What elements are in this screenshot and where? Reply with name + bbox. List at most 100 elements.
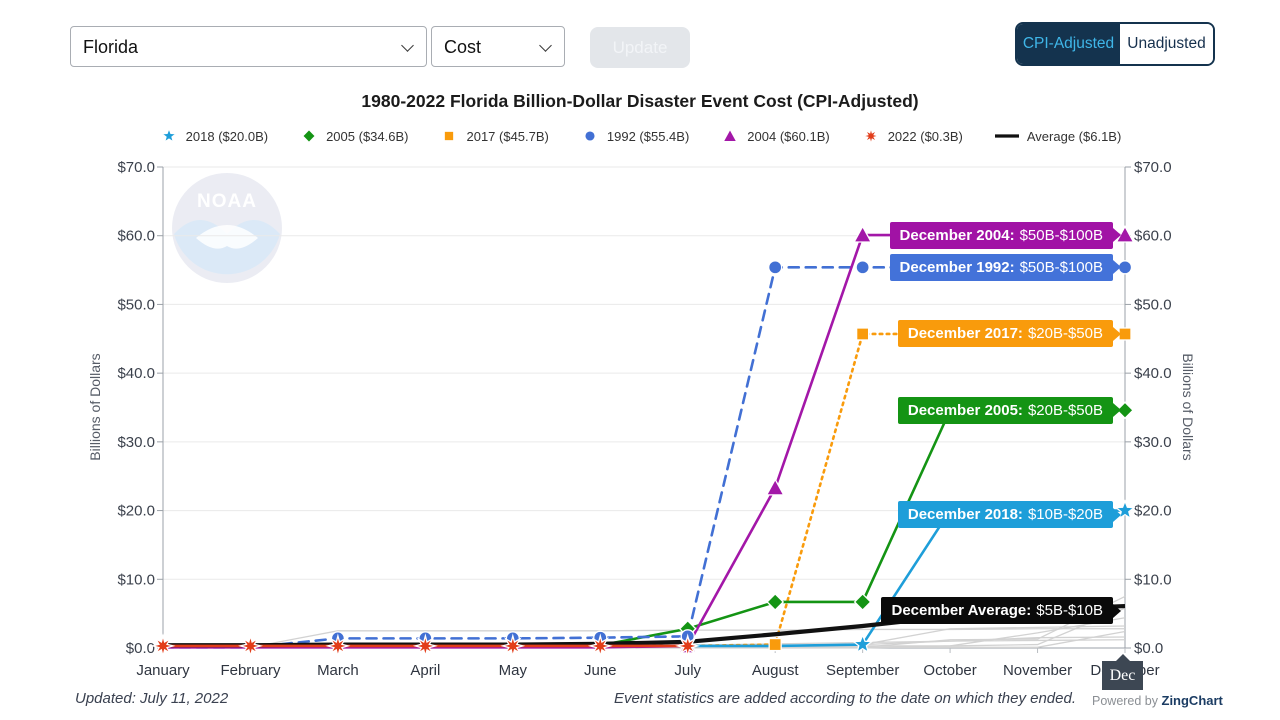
x-tick-label: September [826,662,899,679]
series-marker-2018 [1114,499,1136,520]
series-marker-2004 [765,478,785,496]
y-axis-title-left: Billions of Dollars [87,353,103,460]
series-line-2005 [163,408,1125,648]
series-marker-2005 [766,593,785,611]
series-line-2004 [163,233,1125,649]
y-tick-label-left: $70.0 [117,159,155,176]
series-marker-1992 [768,260,783,275]
y-tick-label-left: $0.0 [126,640,155,657]
legend-item-2005[interactable]: 2005 ($34.6B) [299,127,408,145]
y-tick-label-right: $40.0 [1134,365,1172,382]
y-grid: $0.0 $0.0 $10.0 $10.0 $20.0 $20.0 $30.0 $30.0 $4… [117,159,1171,657]
state-select[interactable]: Florida [70,26,427,67]
legend-item-2017[interactable]: 2017 ($45.7B) [439,127,549,145]
legend-item-2022[interactable]: 2022 ($0.3B) [860,127,963,145]
y-tick-label-left: $10.0 [117,571,155,588]
y-tick-label-left: $60.0 [117,228,155,245]
y-tick-label-right: $50.0 [1134,296,1172,313]
y-tick-label-right: $60.0 [1134,228,1172,245]
series-marker-2022 [675,633,701,659]
legend-label-2017: 2017 ($45.7B) [466,128,549,144]
legend-label-2022: 2022 ($0.3B) [887,128,963,144]
series-marker-1992 [855,260,870,275]
legend-marker-2004-icon [722,127,739,143]
y-tick-label-right: $20.0 [1134,503,1172,520]
y-tick-label-left: $20.0 [117,503,155,520]
legend-marker-Average-icon [994,134,1019,138]
series-marker-2017 [768,637,782,652]
legend-glyph-2017 [444,130,455,142]
series-line-1992 [161,266,1127,649]
toggle-unadjusted[interactable]: Unadjusted [1120,24,1213,64]
metric-select-wrap: Cost [431,26,565,67]
legend-label-1992: 1992 ($55.4B) [606,128,690,144]
zingchart-brand[interactable]: ZingChart [1161,693,1223,708]
x-tick-label: May [499,662,528,679]
x-tick-label: March [317,662,359,679]
legend-glyph-2022 [860,127,881,145]
y-tick-label-right: $30.0 [1134,434,1172,451]
legend-label-2004: 2004 ($60.1B) [747,128,830,144]
y-tick-label-right: $10.0 [1134,571,1172,588]
noaa-watermark-logo: NOAA [172,173,282,283]
legend-label-Average: Average ($6.1B) [1026,128,1122,144]
chart-legend: 2018 ($20.0B) 2005 ($34.6B) 2017 ($45.7B) 1… [0,127,1280,145]
legend-marker-2022-icon [860,127,881,145]
legend-glyph-2005 [301,128,317,144]
powered-by-prefix: Powered by [1092,694,1159,708]
legend-item-2004[interactable]: 2004 ($60.1B) [720,127,830,145]
legend-glyph-2018 [159,127,178,144]
legend-marker-2018-icon [159,127,178,144]
legend-marker-1992-icon [584,130,596,142]
series-marker-2005 [853,593,872,611]
legend-marker-2017-icon [444,130,455,142]
adjustment-toggle: CPI-Adjusted Unadjusted [1015,22,1215,66]
series-marker-2022 [150,633,176,659]
x-tick-label: June [584,662,617,679]
state-select-wrap: Florida [70,26,427,67]
x-tick-label: February [220,662,281,679]
legend-item-1992[interactable]: 1992 ($55.4B) [580,127,689,145]
series-marker-2022 [238,633,263,659]
event-statistics-note: Event statistics are added according to … [614,690,1076,707]
legend-label-2005: 2005 ($34.6B) [326,128,409,144]
axes: January February March April May June July Augu… [136,167,1160,679]
y-axis-title-right: Billions of Dollars [1180,353,1196,460]
legend-marker-2005-icon [301,128,317,144]
crosshair-tooltip-label: Dec [1109,666,1136,684]
series-marker-2022 [500,633,526,659]
series-marker-2004 [853,225,873,243]
series-marker-2017 [1118,327,1132,341]
toggle-cpi-adjusted[interactable]: CPI-Adjusted [1017,24,1120,64]
series-marker-2022 [587,633,613,659]
x-tick-label: April [410,662,440,679]
svg-text:NOAA: NOAA [197,191,257,212]
series-marker-2017 [855,327,870,341]
update-button[interactable]: Update [590,27,690,68]
updated-date: Updated: July 11, 2022 [75,690,229,707]
y-tick-label-right: $0.0 [1134,640,1163,657]
x-tick-label: January [136,662,190,679]
metric-select[interactable]: Cost [431,26,565,67]
y-tick-label-right: $70.0 [1134,159,1172,176]
series-marker-2022 [412,633,438,659]
crosshair-tooltip: Dec [1102,654,1143,690]
series-marker-2005 [1116,401,1134,420]
y-tick-label-left: $30.0 [117,434,155,451]
x-tick-label: November [1003,662,1072,679]
legend-glyph-2004 [722,127,739,143]
series-marker-2022 [325,633,351,659]
x-tick-label: July [674,662,701,679]
legend-item-2018[interactable]: 2018 ($20.0B) [159,127,268,145]
chart-title: 1980-2022 Florida Billion-Dollar Disaste… [361,91,919,111]
y-tick-label-left: $50.0 [117,296,155,313]
powered-by: Powered by ZingChart [1092,693,1223,708]
series-marker-2018 [851,633,874,654]
legend-item-Average[interactable]: Average ($6.1B) [994,127,1121,145]
series-line-2017 [161,332,1127,648]
legend-label-2018: 2018 ($20.0B) [185,128,269,144]
x-tick-label: August [752,662,800,679]
legend-glyph-1992 [584,130,596,142]
x-tick-label: October [923,662,976,679]
